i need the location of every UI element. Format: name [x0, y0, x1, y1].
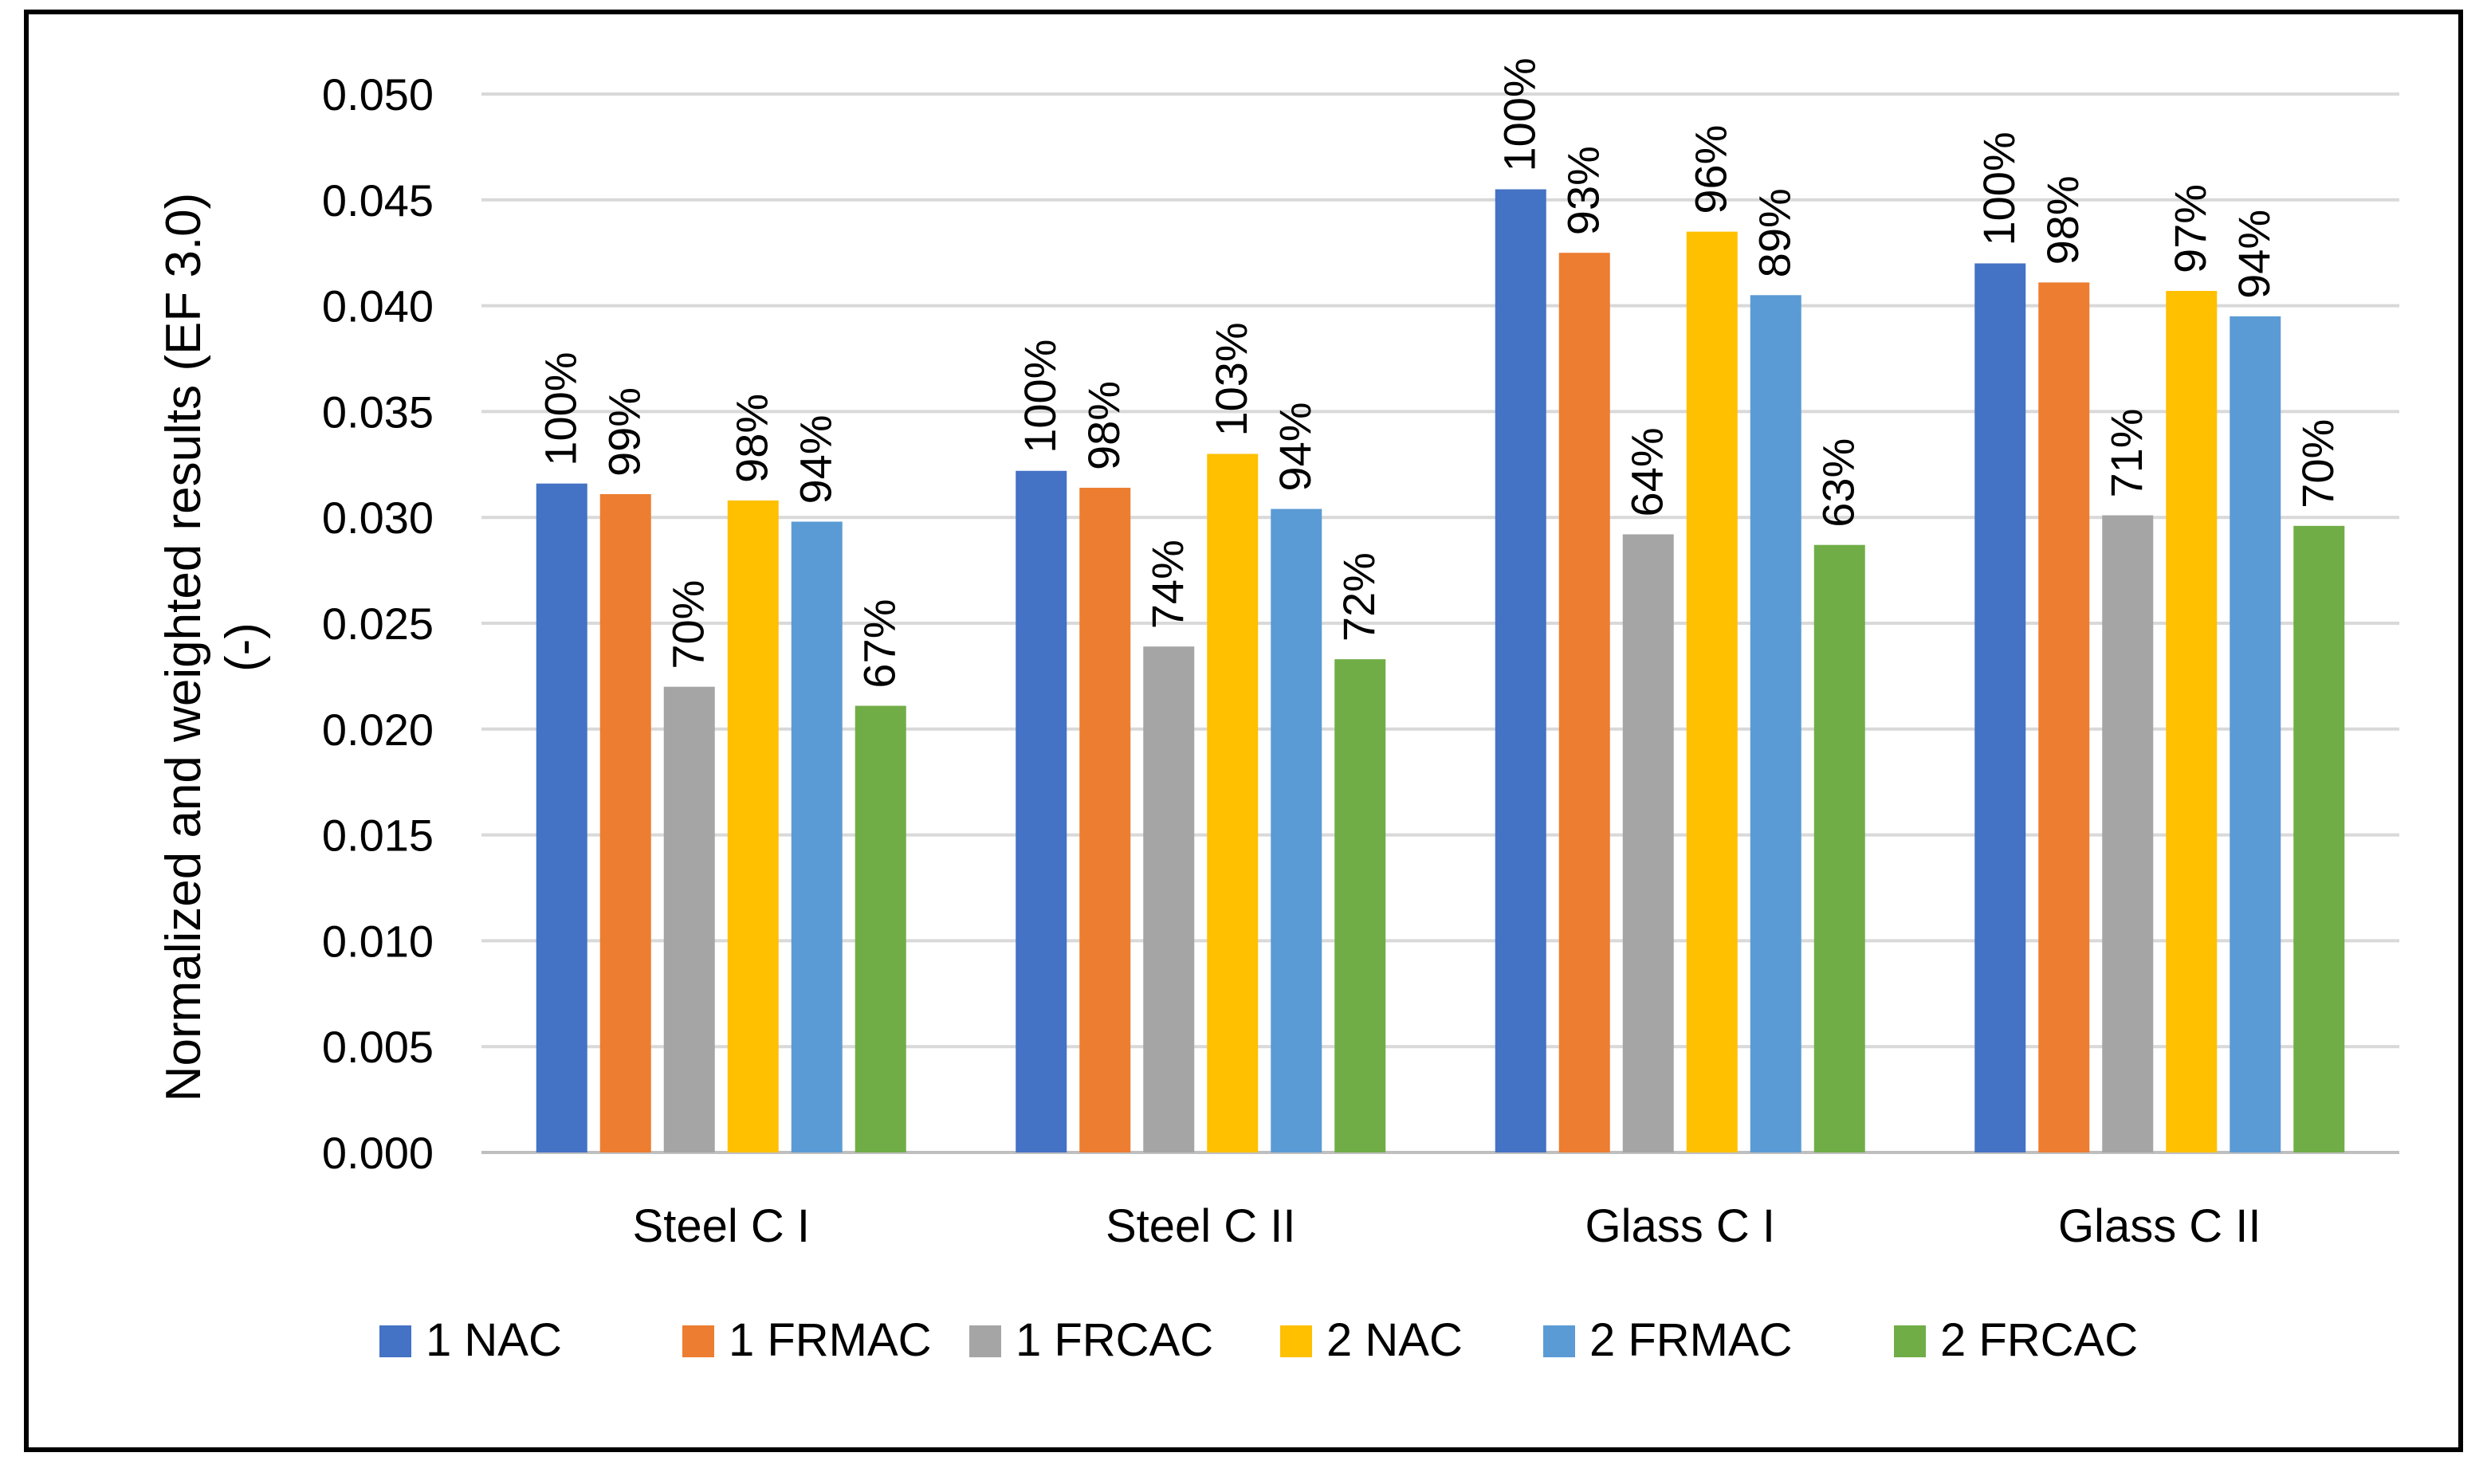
data-label: 97% — [2165, 184, 2215, 273]
y-tick-label: 0.010 — [322, 916, 434, 966]
y-tick-label: 0.050 — [322, 69, 434, 120]
y-tick-label: 0.015 — [322, 811, 434, 861]
data-label: 63% — [1813, 438, 1864, 528]
bars — [536, 189, 2345, 1153]
data-label: 74% — [1142, 540, 1192, 629]
data-label: 98% — [727, 394, 777, 483]
bar-2-frcac — [2293, 525, 2345, 1152]
data-label: 100% — [1015, 340, 1065, 453]
x-axis-ticks: Steel C I Steel C II Glass C I Glass C II — [633, 1200, 2261, 1252]
data-label: 100% — [536, 351, 586, 465]
data-label: 70% — [2293, 419, 2343, 508]
bar-1-nac — [1016, 470, 1067, 1152]
data-label: 72% — [1334, 552, 1384, 642]
bar-1-nac — [536, 483, 587, 1152]
data-label: 99% — [599, 387, 650, 477]
y-tick-label: 0.020 — [322, 705, 434, 755]
bar-2-nac — [1686, 231, 1738, 1152]
bar-2-frcac — [1813, 544, 1865, 1152]
bar-1-frcac — [663, 686, 715, 1152]
bar-2-frmac — [2230, 316, 2281, 1152]
bar-chart: 0.000 0.005 0.010 0.015 0.020 0.025 0.030 0.035… — [156, 57, 2399, 1366]
data-label: 94% — [1270, 402, 1320, 491]
y-axis-label-line: Normalized and weighted results (EF 3.0) — [156, 193, 211, 1102]
bar-1-nac — [1974, 263, 2026, 1153]
legend-swatch — [969, 1325, 1001, 1357]
bar-2-frcac — [855, 705, 906, 1152]
bar-2-frcac — [1334, 659, 1386, 1152]
legend-swatch — [379, 1325, 411, 1357]
y-axis-label: Normalized and weighted results (EF 3.0)… — [156, 193, 271, 1102]
chart-frame: 0.000 0.005 0.010 0.015 0.020 0.025 0.030 0.035… — [24, 10, 2463, 1452]
bar-2-nac — [2166, 291, 2218, 1152]
data-label: 94% — [2229, 210, 2279, 299]
y-tick-label: 0.040 — [322, 281, 434, 332]
bar-2-nac — [1207, 453, 1259, 1152]
y-tick-label: 0.035 — [322, 387, 434, 437]
data-label: 93% — [1558, 146, 1609, 235]
legend-swatch — [1543, 1325, 1575, 1357]
bar-2-nac — [727, 500, 779, 1152]
bar-1-frcac — [1622, 534, 1674, 1152]
bar-2-frmac — [1271, 508, 1322, 1152]
bar-2-frmac — [1750, 295, 1801, 1152]
data-label: 100% — [1495, 57, 1545, 171]
y-tick-label: 0.045 — [322, 175, 434, 226]
x-tick-label: Glass C II — [2058, 1200, 2261, 1252]
legend-swatch — [1280, 1325, 1312, 1357]
bar-1-nac — [1495, 189, 1546, 1152]
data-label: 89% — [1750, 188, 1800, 277]
legend-item[interactable]: 2 FRMAC — [1589, 1314, 1793, 1366]
y-tick-label: 0.025 — [322, 599, 434, 649]
x-tick-label: Steel C II — [1106, 1200, 1296, 1252]
data-labels: 100% 99% 70% 98% 94% 67% 100% 98% 74% 103% 94% 72% 1… — [536, 57, 2344, 688]
legend-item[interactable]: 1 FRCAC — [1016, 1314, 1213, 1366]
data-label: 71% — [2101, 408, 2151, 497]
legend-item[interactable]: 2 FRCAC — [1940, 1314, 2138, 1366]
data-label: 98% — [2037, 175, 2088, 265]
x-tick-label: Steel C I — [633, 1200, 810, 1252]
legend-item[interactable]: 1 FRMAC — [729, 1314, 932, 1366]
y-tick-label: 0.030 — [322, 493, 434, 543]
x-tick-label: Glass C I — [1585, 1200, 1776, 1252]
legend[interactable]: 1 NAC 1 FRMAC 1 FRCAC 2 NAC 2 FRMAC 2 FRCAC — [379, 1314, 2138, 1366]
y-axis-label-line: (-) — [216, 622, 271, 672]
data-label: 98% — [1078, 381, 1129, 470]
data-label: 103% — [1206, 322, 1256, 436]
bar-1-frmac — [2038, 282, 2090, 1152]
y-tick-label: 0.005 — [322, 1022, 434, 1072]
data-label: 100% — [1974, 132, 2024, 245]
data-label: 70% — [663, 580, 713, 669]
data-label: 94% — [791, 414, 841, 504]
legend-item[interactable]: 2 NAC — [1326, 1314, 1463, 1366]
data-label: 67% — [855, 599, 905, 688]
y-axis-ticks: 0.000 0.005 0.010 0.015 0.020 0.025 0.030 0.035… — [322, 69, 434, 1178]
legend-swatch — [682, 1325, 714, 1357]
bar-1-frcac — [2102, 515, 2154, 1152]
bar-1-frcac — [1143, 646, 1195, 1152]
bar-1-frmac — [599, 493, 651, 1152]
y-tick-label: 0.000 — [322, 1128, 434, 1178]
legend-item[interactable]: 1 NAC — [426, 1314, 562, 1366]
data-label: 64% — [1622, 427, 1672, 516]
bar-1-frmac — [1558, 253, 1610, 1153]
data-label: 96% — [1686, 125, 1736, 214]
bar-2-frmac — [791, 521, 843, 1152]
bar-1-frmac — [1079, 488, 1131, 1152]
legend-swatch — [1894, 1325, 1926, 1357]
